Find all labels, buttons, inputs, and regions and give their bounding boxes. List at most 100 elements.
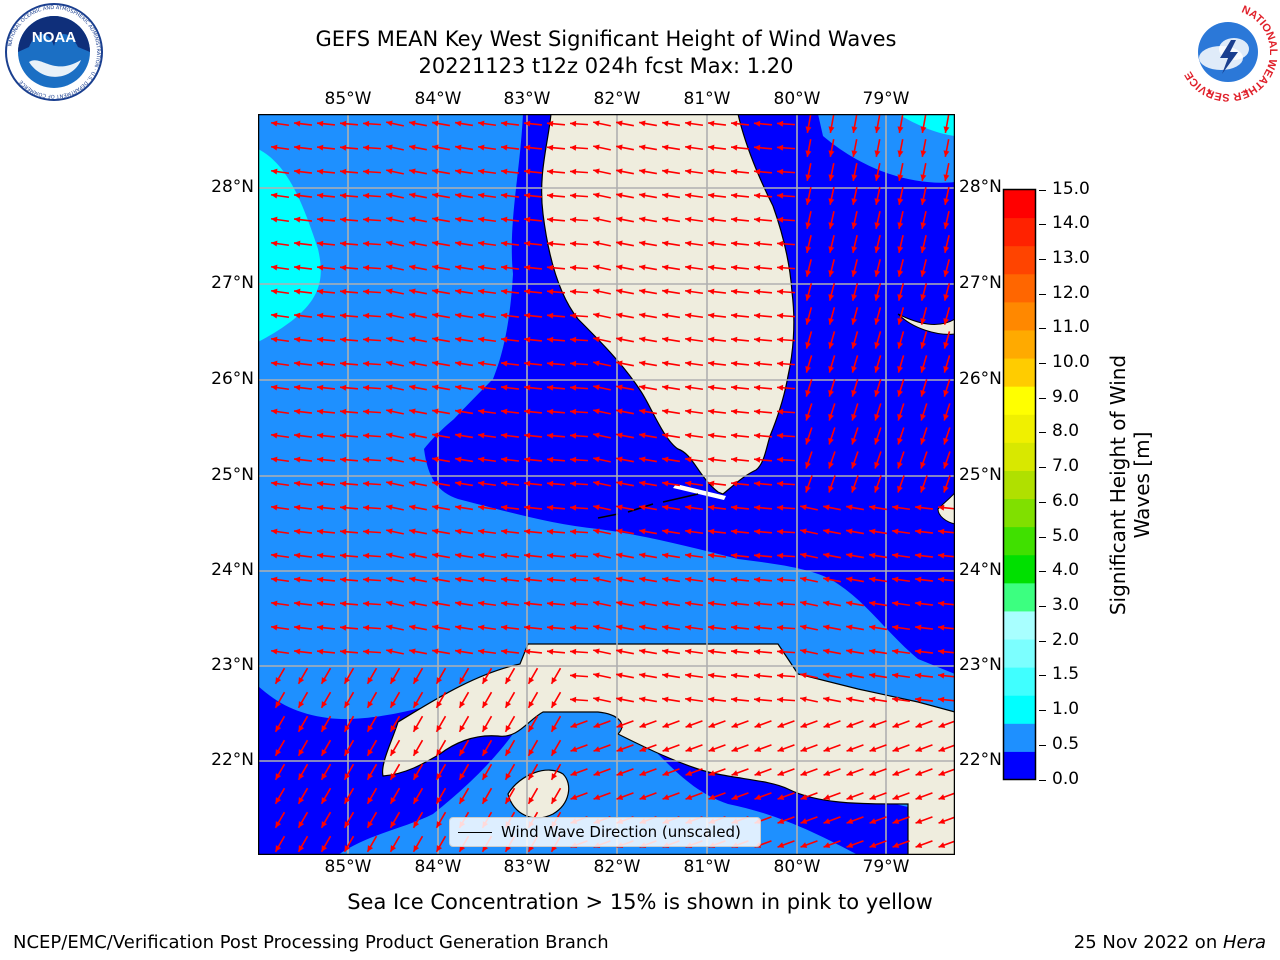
wind-wave-arrowhead — [294, 312, 301, 319]
wind-wave-arrowhead — [639, 528, 646, 535]
wind-wave-arrowhead — [340, 456, 347, 463]
wind-wave-arrowhead — [874, 198, 881, 205]
wind-wave-arrowhead — [777, 722, 785, 728]
lon-tick-top: 82°W — [593, 89, 641, 109]
wind-wave-arrowhead — [524, 384, 531, 391]
wind-wave-arrowhead — [432, 408, 439, 415]
colorbar-tick-label: 8.0 — [1052, 421, 1080, 442]
wind-wave-arrowhead — [846, 576, 853, 583]
wind-wave-arrowhead — [846, 648, 853, 655]
wind-wave-arrowhead — [662, 696, 669, 703]
wind-wave-arrowhead — [478, 504, 485, 511]
wind-wave-arrowhead — [616, 336, 623, 343]
wind-wave-arrowhead — [639, 312, 646, 319]
wind-wave-arrowhead — [432, 456, 439, 463]
noaa-logo: NATIONAL OCEANIC AND ATMOSPHERIC ADMINIS… — [5, 3, 103, 101]
colorbar-swatch — [1003, 358, 1036, 387]
wind-wave-arrowhead — [777, 600, 784, 607]
wind-wave-arrowhead — [432, 624, 439, 631]
wind-wave-arrowhead — [805, 222, 812, 229]
wind-wave-arrowhead — [344, 725, 351, 732]
wind-wave-arrowhead — [754, 600, 761, 607]
wind-wave-arrowhead — [777, 842, 785, 848]
wind-wave-arrowhead — [805, 150, 812, 157]
wind-wave-arrowhead — [340, 312, 347, 319]
wind-wave-arrowhead — [386, 216, 393, 223]
wind-wave-arrowhead — [478, 384, 485, 391]
wind-wave-arrowhead — [317, 120, 324, 127]
wind-wave-arrowhead — [409, 168, 416, 175]
wind-wave-arrowhead — [432, 120, 439, 127]
wind-wave-arrowhead — [874, 294, 881, 301]
wind-wave-arrowhead — [547, 408, 554, 415]
wind-wave-arrowhead — [846, 746, 854, 752]
wind-wave-arrowhead — [915, 746, 923, 752]
wind-wave-arrowhead — [294, 552, 301, 559]
lon-tick-bottom: 84°W — [414, 857, 462, 877]
wind-wave-arrowhead — [846, 528, 853, 535]
wind-wave-arrowhead — [943, 174, 950, 181]
legend-line-swatch — [458, 832, 492, 833]
wind-wave-arrowhead — [943, 413, 949, 421]
wind-wave-arrowhead — [271, 600, 278, 607]
wind-wave-arrowhead — [340, 192, 347, 199]
wind-wave-arrowhead — [823, 528, 830, 535]
wind-wave-arrowhead — [708, 192, 715, 199]
wind-wave-arrowhead — [851, 437, 857, 445]
wind-wave-arrowhead — [501, 432, 508, 439]
wind-wave-arrowhead — [317, 384, 324, 391]
wind-wave-arrowhead — [455, 240, 462, 247]
wind-wave-arrowhead — [616, 504, 623, 511]
wind-wave-arrowhead — [616, 480, 623, 487]
wind-wave-arrowhead — [685, 552, 692, 559]
wind-wave-arrowhead — [501, 264, 508, 271]
wind-wave-arrowhead — [685, 264, 692, 271]
nws-logo: NATIONAL WEATHER SERVICE ★ ★ — [1180, 4, 1279, 102]
sea-ice-note: Sea Ice Concentration > 15% is shown in … — [347, 890, 933, 914]
wind-wave-arrowhead — [271, 528, 278, 535]
wind-wave-arrowhead — [570, 600, 577, 607]
wind-wave-arrowhead — [432, 552, 439, 559]
wind-wave-arrowhead — [432, 648, 439, 655]
wind-wave-arrowhead — [432, 264, 439, 271]
wind-wave-arrowhead — [271, 216, 278, 223]
wind-wave-arrowhead — [478, 264, 485, 271]
wind-wave-arrowhead — [340, 648, 347, 655]
wind-wave-arrowhead — [501, 624, 508, 631]
wind-wave-arrowhead — [501, 528, 508, 535]
wind-wave-arrowhead — [851, 174, 858, 181]
wind-wave-arrowhead — [754, 240, 761, 247]
wind-wave-arrowhead — [731, 746, 739, 752]
wind-wave-arrowhead — [528, 797, 535, 804]
wind-wave-arrowhead — [478, 648, 485, 655]
wind-wave-arrowhead — [846, 504, 853, 511]
wind-wave-arrowhead — [390, 797, 397, 804]
wind-wave-arrowhead — [432, 288, 439, 295]
wind-wave-arrowhead — [547, 312, 554, 319]
wind-wave-arrowhead — [501, 120, 508, 127]
wind-wave-arrowhead — [869, 842, 877, 848]
wind-wave-arrowhead — [938, 746, 946, 752]
wind-wave-arrowhead — [869, 504, 876, 511]
wind-wave-arrowhead — [777, 336, 784, 343]
wind-wave-arrowhead — [386, 408, 393, 415]
wind-wave-arrowhead — [777, 504, 784, 511]
wind-wave-arrowhead — [754, 120, 761, 127]
wind-wave-arrowhead — [482, 797, 489, 804]
colorbar-tick-mark — [1039, 397, 1046, 399]
wind-wave-arrowhead — [777, 648, 784, 655]
wind-wave-arrowhead — [777, 120, 784, 127]
wind-wave-arrowhead — [616, 144, 623, 151]
wind-wave-arrowhead — [317, 552, 324, 559]
wind-wave-arrowhead — [708, 336, 715, 343]
wind-wave-arrowhead — [459, 797, 466, 804]
wind-wave-arrowhead — [340, 288, 347, 295]
colorbar-tick-label: 13.0 — [1052, 247, 1090, 268]
wind-wave-arrowhead — [943, 437, 949, 445]
wind-wave-arrowhead — [455, 192, 462, 199]
wind-wave-arrowhead — [570, 552, 577, 559]
wind-wave-arrowhead — [731, 722, 739, 728]
colorbar-swatch — [1003, 526, 1036, 556]
wind-wave-arrowhead — [386, 576, 393, 583]
wind-wave-arrowhead — [501, 600, 508, 607]
